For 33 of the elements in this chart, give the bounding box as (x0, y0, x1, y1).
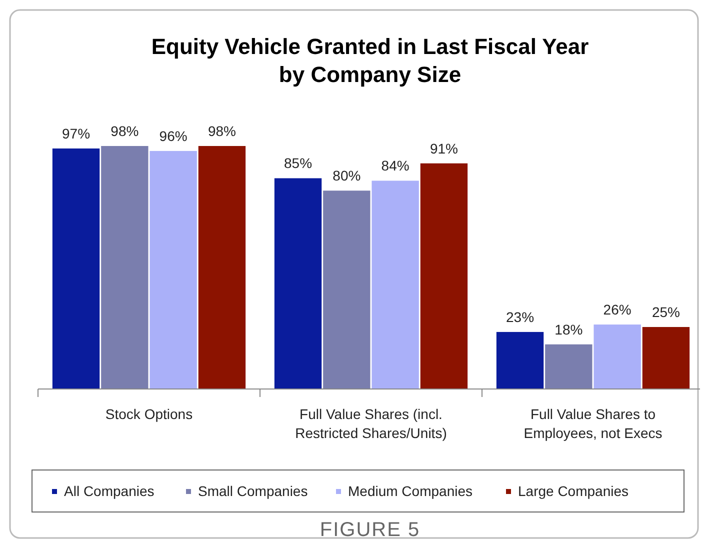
legend-label: All Companies (64, 483, 154, 499)
data-label: 25% (652, 304, 680, 320)
data-label: 23% (506, 308, 534, 325)
bar (420, 163, 468, 389)
bar (274, 178, 322, 389)
data-label: 18% (554, 321, 583, 338)
x-tick-label: Full Value Shares to Employees, not Execs (524, 406, 662, 441)
legend-label: Small Companies (198, 483, 308, 499)
bar (198, 146, 246, 389)
data-label: 96% (159, 128, 188, 144)
data-label: 85% (284, 155, 312, 172)
bar (372, 180, 419, 389)
data-label: 84% (381, 158, 410, 174)
legend-label: Large Companies (518, 483, 629, 499)
bar (545, 344, 592, 389)
data-label: 98% (208, 123, 236, 139)
x-tick-label: Stock Options (105, 406, 193, 422)
data-label: 80% (332, 168, 361, 184)
chart-title: Equity Vehicle Granted in Last Fiscal Year by Company Size (151, 34, 590, 87)
x-tick-label: Full Value Shares (incl. Restricted Shares/Units) (295, 406, 447, 441)
bar (642, 327, 690, 389)
bar (52, 148, 100, 389)
bar (150, 150, 197, 389)
bar (323, 190, 370, 389)
data-label: 98% (110, 123, 139, 139)
bar (594, 324, 641, 389)
bar (496, 332, 544, 389)
data-label: 91% (430, 140, 458, 156)
data-label: 26% (603, 302, 632, 318)
bar (101, 146, 148, 389)
legend-label: Medium Companies (348, 483, 472, 499)
data-label: 97% (62, 125, 90, 142)
caption: FIGURE 5 (320, 519, 420, 541)
